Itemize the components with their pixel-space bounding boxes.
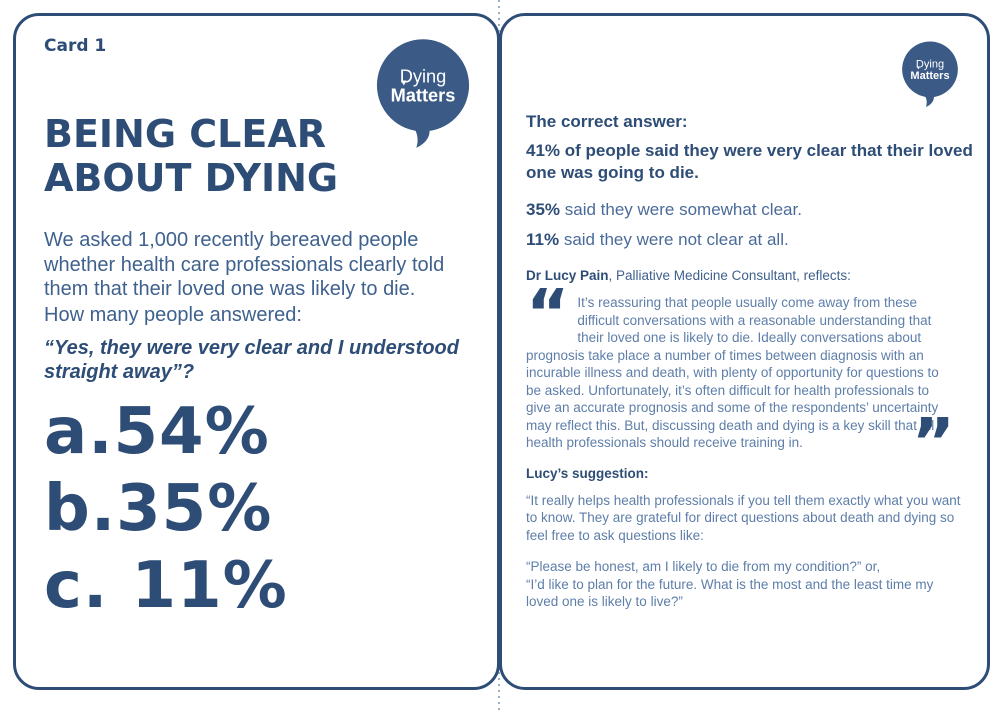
suggestion-questions: “Please be honest, am I likely to die fr…	[526, 558, 966, 611]
expert-attribution: Dr Lucy Pain, Palliative Medicine Consul…	[526, 267, 961, 285]
logo-accent-tick	[400, 80, 407, 86]
card-number-label: Card 1	[44, 36, 107, 56]
quiz-option-c: c. 11%	[44, 549, 288, 623]
card-back: Dying Matters The correct answer: 41% of…	[499, 13, 990, 690]
speech-bubble-icon: Dying Matters	[902, 41, 958, 108]
logo-text-line1: Dying	[916, 59, 944, 71]
quiz-option-a: a.54%	[44, 395, 270, 469]
logo-text-line2: Matters	[910, 70, 949, 82]
card-title: BEING CLEAR ABOUT DYING	[44, 112, 338, 200]
stat-line-somewhat-clear: 35% said they were somewhat clear.	[526, 199, 961, 221]
expert-name: Dr Lucy Pain	[526, 268, 609, 283]
dying-matters-logo: Dying Matters	[375, 37, 471, 149]
logo-text-line1: Dying	[400, 65, 447, 86]
expert-role: , Palliative Medicine Consultant, reflec…	[608, 268, 851, 283]
quiz-quote-question: “Yes, they were very clear and I underst…	[44, 337, 459, 383]
stat-value: 11%	[526, 230, 560, 249]
suggestion-question-1: “Please be honest, am I likely to die fr…	[526, 559, 881, 574]
quiz-options: a.54% b.35% c. 11%	[44, 394, 288, 625]
open-quote-icon: “	[526, 275, 570, 352]
stat-line-not-clear: 11% said they were not clear at all.	[526, 229, 961, 251]
question-text: How many people answered:	[44, 304, 302, 326]
expert-quote-block: “ It’s reassuring that people usually co…	[526, 275, 961, 476]
speech-bubble-icon: Dying Matters	[376, 39, 470, 148]
stat-text: said they were somewhat clear.	[560, 200, 802, 219]
answer-content: The correct answer: 41% of people said t…	[526, 111, 973, 625]
logo-text-line2: Matters	[391, 85, 456, 106]
expert-quote-text: It’s reassuring that people usually come…	[526, 295, 939, 450]
card-front: Card 1 Dying Matters BEING CLEAR ABOUT D…	[13, 13, 500, 690]
title-line-1: BEING CLEAR	[44, 112, 327, 156]
dying-matters-logo-small: Dying Matters	[901, 40, 959, 108]
stat-value: 35%	[526, 200, 561, 219]
stat-text: said they were not clear at all.	[559, 230, 789, 249]
correct-answer-text: 41% of people said they were very clear …	[526, 141, 973, 182]
title-line-2: ABOUT DYING	[44, 156, 339, 200]
quiz-option-b: b.35%	[44, 472, 273, 546]
suggestion-heading: Lucy’s suggestion:	[526, 465, 649, 481]
intro-text: We asked 1,000 recently bereaved people …	[44, 229, 445, 300]
suggestion-question-2: “I’d like to plan for the future. What i…	[526, 576, 934, 610]
suggestion-intro: “It really helps health professionals if…	[526, 492, 961, 543]
logo-accent-tick	[916, 66, 921, 70]
answer-heading: The correct answer:	[526, 112, 688, 131]
close-quote-icon: ”	[911, 403, 955, 481]
